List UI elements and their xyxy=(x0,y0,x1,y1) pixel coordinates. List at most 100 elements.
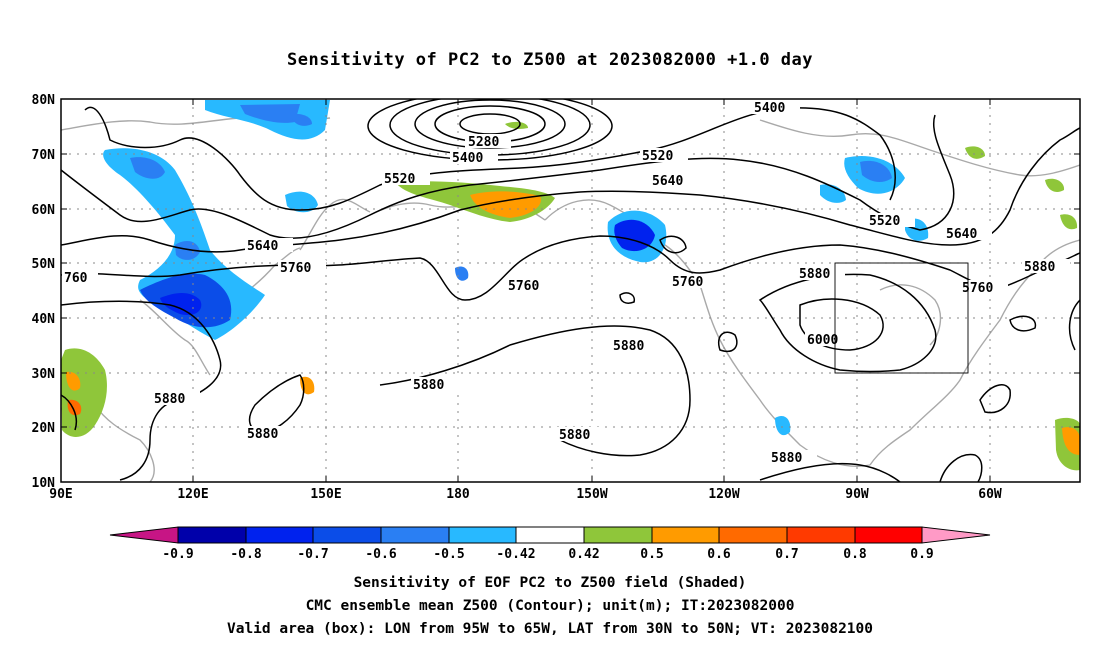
lon-label-180: 180 xyxy=(446,487,470,502)
colorbar-label: 0.6 xyxy=(707,547,731,562)
colorbar-label: -0.42 xyxy=(496,547,535,562)
contour-label-5880: 5880 xyxy=(1024,260,1055,275)
shade-neg-siberia-west xyxy=(130,157,165,179)
colorbar-bin xyxy=(786,526,856,544)
contour-label-5880: 5880 xyxy=(771,451,802,466)
contour-label-bg xyxy=(805,332,853,346)
contour-label-6000: 6000 xyxy=(807,333,838,348)
contour-label-bg xyxy=(960,280,1008,294)
contour-label-bg xyxy=(650,173,698,187)
shade-neg-okhotsk xyxy=(285,191,318,213)
contour-india-edge xyxy=(61,394,77,431)
lon-label-120w: 120W xyxy=(708,487,739,502)
lat-label-40n: 40N xyxy=(32,312,56,327)
colorbar-bin xyxy=(854,526,923,544)
colorbar-upper-triangle xyxy=(921,526,991,544)
caption-line-1: Sensitivity of EOF PC2 to Z500 field (Sh… xyxy=(353,575,747,591)
contour-label-760: 760 xyxy=(64,271,88,286)
contour-label-bg xyxy=(245,238,293,252)
colorbar: -0.9 -0.8 -0.7 -0.6 -0.5 -0.42 0.42 0.5 … xyxy=(109,526,991,562)
shade-neg-manchuria xyxy=(175,240,200,260)
contour-label-5880: 5880 xyxy=(413,378,444,393)
contour-label-5760: 5760 xyxy=(962,281,993,296)
lon-label-150w: 150W xyxy=(576,487,607,502)
contour-label-bg xyxy=(450,150,498,164)
axis-ticks xyxy=(61,98,1080,483)
shade-pos-atlantic-core xyxy=(1062,427,1080,455)
contour-small-cut-off xyxy=(718,331,738,352)
contour-label-5760: 5760 xyxy=(280,261,311,276)
contour-label-5640: 5640 xyxy=(946,227,977,242)
contour-label-5400: 5400 xyxy=(754,101,785,116)
contour-label-bg xyxy=(557,427,605,441)
colorbar-label: -0.6 xyxy=(365,547,396,562)
shade-neg-arctic-small xyxy=(290,114,312,126)
contour-label-5880: 5880 xyxy=(154,392,185,407)
colorbar-bin xyxy=(515,526,585,544)
valid-area-box xyxy=(834,262,969,374)
colorbar-bin xyxy=(245,526,314,544)
coast-china xyxy=(139,299,211,376)
shade-neg-aleutian-small xyxy=(455,266,469,281)
lat-label-80n: 80N xyxy=(32,93,56,108)
contour-atlantic-loop-2 xyxy=(979,384,1011,414)
coast-gulf-east xyxy=(869,269,1036,466)
figure-title: Sensitivity of PC2 to Z500 at 2023082000… xyxy=(286,50,813,70)
colorbar-labels: -0.9 -0.8 -0.7 -0.6 -0.5 -0.42 0.42 0.5 … xyxy=(162,547,933,562)
shade-neg-east-asia-core xyxy=(160,293,202,316)
colorbar-label: 0.9 xyxy=(910,547,933,562)
contour-label-5880: 5880 xyxy=(799,267,830,282)
contour-east-edge xyxy=(1068,299,1080,351)
longitude-labels: 90E 120E 150E 180 150W 120W 90W 60W xyxy=(49,487,1002,502)
contour-label-bg xyxy=(1022,259,1070,273)
colorbar-label: 0.42 xyxy=(568,547,599,562)
contour-label-5400: 5400 xyxy=(452,151,483,166)
lon-label-120e: 120E xyxy=(177,487,208,502)
caption-line-2: CMC ensemble mean Z500 (Contour); unit(m… xyxy=(305,598,795,614)
shade-pos-arctic-small xyxy=(505,121,528,129)
lat-label-30n: 30N xyxy=(32,367,56,382)
colorbar-bin xyxy=(448,526,517,544)
contour-5520 xyxy=(61,114,955,239)
contour-5880-north-america xyxy=(758,273,937,373)
contour-label-bg xyxy=(867,213,915,227)
colorbar-bin xyxy=(583,526,653,544)
lat-label-70n: 70N xyxy=(32,148,56,163)
contour-label-bg xyxy=(670,274,718,288)
contour-label-5760: 5760 xyxy=(508,279,539,294)
colorbar-bin xyxy=(177,526,247,544)
contour-label-bg xyxy=(465,134,511,148)
lon-label-90e: 90E xyxy=(49,487,72,502)
contour-label-bg xyxy=(506,278,554,292)
map-panel: 5280 5400 5400 5520 5520 5520 5640 5640 … xyxy=(32,93,1081,502)
lat-label-50n: 50N xyxy=(32,257,56,272)
contour-label-5280: 5280 xyxy=(468,135,499,150)
shade-pos-india-core-1 xyxy=(66,371,81,391)
colorbar-label: -0.7 xyxy=(297,547,328,562)
colorbar-label: -0.9 xyxy=(162,547,193,562)
colorbar-bin xyxy=(718,526,788,544)
contour-5880-central-pacific xyxy=(379,325,691,457)
contour-5880-south xyxy=(759,462,901,482)
shade-neg-mexico xyxy=(775,415,791,436)
colorbar-label: 0.5 xyxy=(640,547,663,562)
contour-gulf-alaska-loop xyxy=(659,235,687,254)
colorbar-lower-triangle xyxy=(109,526,179,544)
contour-labels: 5280 5400 5400 5520 5520 5520 5640 5640 … xyxy=(62,100,1070,466)
contour-label-5640: 5640 xyxy=(652,174,683,189)
contour-label-bg xyxy=(611,338,659,352)
colorbar-bin xyxy=(651,526,720,544)
lon-label-60w: 60W xyxy=(978,487,1002,502)
lon-label-90w: 90W xyxy=(845,487,869,502)
lat-label-20n: 20N xyxy=(32,421,56,436)
contour-label-bg xyxy=(752,100,800,114)
contour-label-5520: 5520 xyxy=(869,214,900,229)
coast-west-america xyxy=(699,284,871,467)
contour-label-5880: 5880 xyxy=(247,427,278,442)
latitude-labels: 80N 70N 60N 50N 40N 30N 20N 10N xyxy=(32,93,56,491)
colorbar-bin xyxy=(312,526,382,544)
contour-label-bg xyxy=(411,377,459,391)
contour-label-bg xyxy=(278,260,326,274)
contour-label-bg xyxy=(245,426,293,440)
